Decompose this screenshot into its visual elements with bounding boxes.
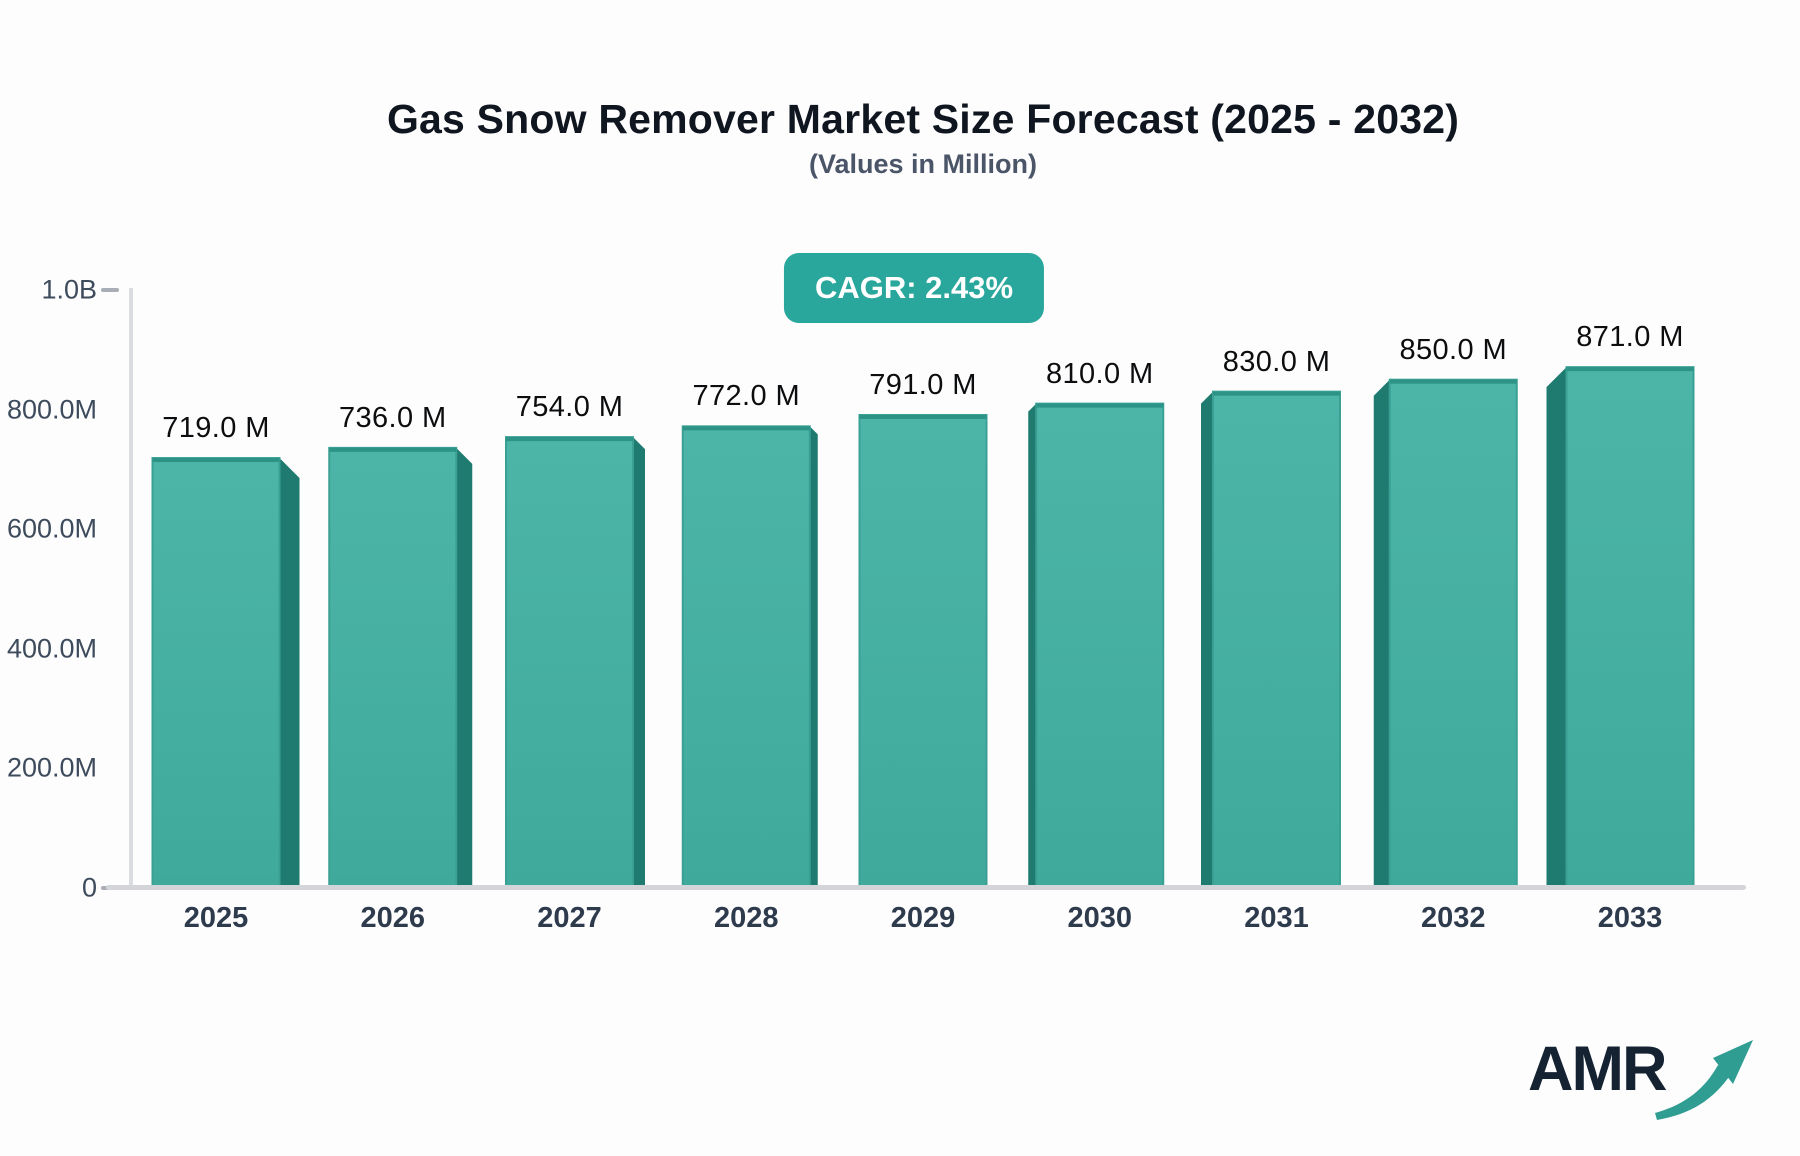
chart-title: Gas Snow Remover Market Size Forecast (2… [386,96,1460,142]
x-axis-line [106,885,1746,890]
y-axis-line [129,288,133,888]
y-axis-label: 200.0M [6,752,97,783]
bar-side-face-2032 [1373,379,1390,888]
x-axis-label-2028: 2028 [713,902,779,934]
bar-2028 [681,425,811,889]
bar-side-face-2028 [809,426,818,888]
bar-value-label-2028: 772.0 M [692,380,801,413]
y-axis-label: 600.0M [6,513,97,544]
bar-value-label-2030: 810.0 M [1045,357,1154,390]
bar-side-face-2033 [1546,367,1567,889]
bar-top-edge [1566,367,1694,372]
x-axis-label-2032: 2032 [1420,902,1486,934]
bar-2030 [1035,402,1165,889]
bar-value-label-2029: 791.0 M [869,368,977,401]
bar-value-label-2025: 719.0 M [162,412,270,445]
bar-top-edge [506,437,633,442]
y-axis-label: 800.0M [6,394,97,425]
amr-logo-text: AMR [1528,1034,1667,1104]
x-axis-label-2029: 2029 [890,902,956,934]
bar-top-edge [1213,391,1340,396]
y-axis-label: 1.0B [41,274,97,305]
bar-side-face-2025 [279,458,300,888]
x-axis-label-2026: 2026 [360,902,426,934]
bar-value-label-2027: 754.0 M [515,391,624,424]
bar-2033 [1565,366,1695,889]
bar-top-edge [1389,379,1517,384]
bar-top-edge [329,447,457,452]
amr-logo: AMR [1528,1038,1759,1126]
chart-subtitle: (Values in Million) [808,149,1038,179]
bar-top-edge [682,426,810,431]
bar-2027 [505,436,634,889]
bar-2025 [151,457,281,889]
bar-side-face-2030 [1028,403,1037,888]
bar-value-label-2031: 830.0 M [1222,345,1331,378]
cagr-badge: CAGR: 2.43% [783,253,1045,323]
y-axis-tick [101,288,119,292]
x-axis-label-2033: 2033 [1597,902,1663,934]
x-axis-label-2025: 2025 [183,902,249,934]
y-axis-label: 400.0M [6,633,97,664]
bar-side-face-2027 [633,437,645,888]
bar-2032 [1388,378,1518,889]
bar-top-edge [1036,403,1164,408]
bar-value-label-2026: 736.0 M [338,401,447,434]
x-axis-label-2030: 2030 [1067,902,1133,934]
growth-arrow-icon [1655,1040,1754,1120]
y-axis-label: 0 [81,872,97,903]
bar-top-edge [859,414,987,419]
bar-side-face-2031 [1201,391,1213,888]
bar-side-face-2026 [456,447,473,888]
bar-value-label-2033: 871.0 M [1576,321,1684,354]
bar-2031 [1212,390,1341,889]
x-axis-label-2031: 2031 [1244,902,1309,934]
bar-value-label-2032: 850.0 M [1399,333,1508,366]
bar-2026 [328,446,458,889]
x-axis-label-2027: 2027 [537,902,602,934]
bar-top-edge [152,458,280,463]
bar-2029 [858,413,988,889]
